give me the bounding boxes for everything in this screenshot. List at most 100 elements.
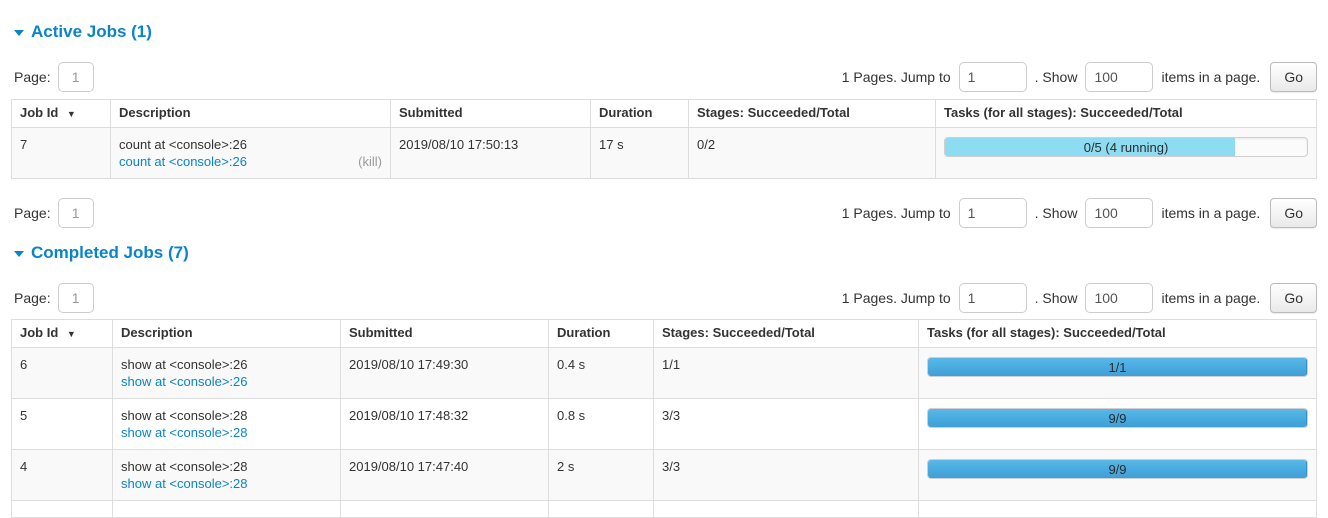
- col-stages[interactable]: Stages: Succeeded/Total: [653, 319, 919, 348]
- completed-jobs-table: Job Id ▼ Description Submitted Duration …: [11, 319, 1317, 518]
- pages-jump-text: 1 Pages. Jump to: [841, 290, 951, 306]
- page-label: Page:: [14, 69, 51, 85]
- tasks-cell: 1/1: [918, 347, 1317, 399]
- progress-fill: [928, 409, 1307, 427]
- completed-jobs-title: Completed Jobs (7): [31, 243, 189, 262]
- col-submitted[interactable]: Submitted: [390, 99, 591, 128]
- col-duration[interactable]: Duration: [548, 319, 654, 348]
- progress-label: 0/5 (4 running): [1083, 140, 1169, 155]
- col-duration[interactable]: Duration: [590, 99, 689, 128]
- tasks-progress-bar: 0/5 (4 running): [944, 137, 1308, 157]
- description-cell: show at <console>:28 show at <console>:2…: [112, 449, 341, 501]
- active-pagination-top: Page: 1 Pages. Jump to . Show items in a…: [11, 62, 1317, 92]
- progress-fill: [945, 138, 1235, 156]
- completed-job-row: 4 show at <console>:28 show at <console>…: [11, 449, 1317, 501]
- items-per-page-input[interactable]: [1085, 198, 1154, 228]
- collapse-caret-icon: [14, 251, 24, 257]
- description-cell: count at <console>:26 count at <console>…: [110, 127, 391, 179]
- show-text: . Show: [1034, 69, 1078, 85]
- items-per-page-input[interactable]: [1085, 283, 1154, 313]
- page-input[interactable]: [57, 198, 94, 228]
- submitted-cell: 2019/08/10 17:49:30: [340, 347, 549, 399]
- partially-visible-row: [11, 500, 1317, 518]
- active-job-row: 7 count at <console>:26 count at <consol…: [11, 127, 1317, 179]
- stages-cell: 0/2: [688, 127, 936, 179]
- col-stages[interactable]: Stages: Succeeded/Total: [688, 99, 936, 128]
- col-description[interactable]: Description: [112, 319, 341, 348]
- description-text: show at <console>:28: [121, 408, 248, 423]
- kill-link[interactable]: (kill): [358, 154, 382, 169]
- duration-cell: 0.8 s: [548, 398, 654, 450]
- show-text: . Show: [1034, 205, 1078, 221]
- description-cell: show at <console>:28 show at <console>:2…: [112, 398, 341, 450]
- show-text: . Show: [1034, 290, 1078, 306]
- job-detail-link[interactable]: show at <console>:28: [121, 476, 248, 491]
- col-job-id[interactable]: Job Id ▼: [11, 99, 111, 128]
- go-button[interactable]: Go: [1270, 283, 1317, 313]
- items-text: items in a page.: [1161, 69, 1261, 85]
- completed-job-row: 6 show at <console>:26 show at <console>…: [11, 347, 1317, 399]
- stages-cell: 3/3: [653, 398, 919, 450]
- pages-jump-text: 1 Pages. Jump to: [841, 205, 951, 221]
- stages-cell: 1/1: [653, 347, 919, 399]
- col-tasks[interactable]: Tasks (for all stages): Succeeded/Total: [935, 99, 1317, 128]
- tasks-progress-bar: 9/9: [927, 459, 1308, 479]
- active-jobs-title: Active Jobs (1): [31, 22, 152, 41]
- job-id-cell: 6: [11, 347, 113, 399]
- duration-cell: 0.4 s: [548, 347, 654, 399]
- job-detail-link[interactable]: count at <console>:26: [119, 154, 247, 169]
- tasks-cell: 9/9: [918, 449, 1317, 501]
- job-id-cell: 4: [11, 449, 113, 501]
- page-input[interactable]: [57, 283, 94, 313]
- job-detail-link[interactable]: show at <console>:26: [121, 374, 248, 389]
- items-per-page-input[interactable]: [1085, 62, 1154, 92]
- job-detail-link[interactable]: show at <console>:28: [121, 425, 248, 440]
- sort-desc-icon: ▼: [66, 329, 76, 339]
- active-jobs-header[interactable]: Active Jobs (1): [14, 22, 1317, 42]
- completed-job-row: 5 show at <console>:28 show at <console>…: [11, 398, 1317, 450]
- progress-label: 1/1: [1108, 360, 1127, 375]
- tasks-cell: 9/9: [918, 398, 1317, 450]
- submitted-cell: 2019/08/10 17:48:32: [340, 398, 549, 450]
- pages-jump-text: 1 Pages. Jump to: [841, 69, 951, 85]
- col-submitted[interactable]: Submitted: [340, 319, 549, 348]
- jump-to-page-input[interactable]: [958, 283, 1027, 313]
- items-text: items in a page.: [1161, 290, 1261, 306]
- description-text: count at <console>:26: [119, 137, 247, 152]
- jump-to-page-input[interactable]: [958, 198, 1027, 228]
- submitted-cell: 2019/08/10 17:47:40: [340, 449, 549, 501]
- description-cell: show at <console>:26 show at <console>:2…: [112, 347, 341, 399]
- go-button[interactable]: Go: [1270, 62, 1317, 92]
- active-jobs-table: Job Id ▼ Description Submitted Duration …: [11, 99, 1317, 179]
- submitted-cell: 2019/08/10 17:50:13: [390, 127, 591, 179]
- duration-cell: 2 s: [548, 449, 654, 501]
- col-description[interactable]: Description: [110, 99, 391, 128]
- active-pagination-bottom: Page: 1 Pages. Jump to . Show items in a…: [11, 198, 1317, 228]
- col-job-id[interactable]: Job Id ▼: [11, 319, 113, 348]
- stages-cell: 3/3: [653, 449, 919, 501]
- progress-fill: [928, 460, 1307, 478]
- description-text: show at <console>:28: [121, 459, 248, 474]
- completed-jobs-header[interactable]: Completed Jobs (7): [14, 243, 1317, 263]
- page-label: Page:: [14, 290, 51, 306]
- progress-label: 9/9: [1108, 411, 1127, 426]
- description-text: show at <console>:26: [121, 357, 248, 372]
- sort-desc-icon: ▼: [66, 109, 76, 119]
- progress-fill: [928, 358, 1307, 376]
- spark-jobs-page: Active Jobs (1) Page: 1 Pages. Jump to .…: [0, 22, 1328, 518]
- tasks-progress-bar: 1/1: [927, 357, 1308, 377]
- active-table-header-row: Job Id ▼ Description Submitted Duration …: [11, 99, 1317, 128]
- tasks-progress-bar: 9/9: [927, 408, 1308, 428]
- completed-table-header-row: Job Id ▼ Description Submitted Duration …: [11, 319, 1317, 348]
- items-text: items in a page.: [1161, 205, 1261, 221]
- page-input[interactable]: [57, 62, 94, 92]
- progress-label: 9/9: [1108, 462, 1127, 477]
- collapse-caret-icon: [14, 30, 24, 36]
- col-tasks[interactable]: Tasks (for all stages): Succeeded/Total: [918, 319, 1317, 348]
- completed-pagination-top: Page: 1 Pages. Jump to . Show items in a…: [11, 283, 1317, 313]
- go-button[interactable]: Go: [1270, 198, 1317, 228]
- jump-to-page-input[interactable]: [958, 62, 1027, 92]
- tasks-cell: 0/5 (4 running): [935, 127, 1317, 179]
- job-id-cell: 5: [11, 398, 113, 450]
- job-id-cell: 7: [11, 127, 111, 179]
